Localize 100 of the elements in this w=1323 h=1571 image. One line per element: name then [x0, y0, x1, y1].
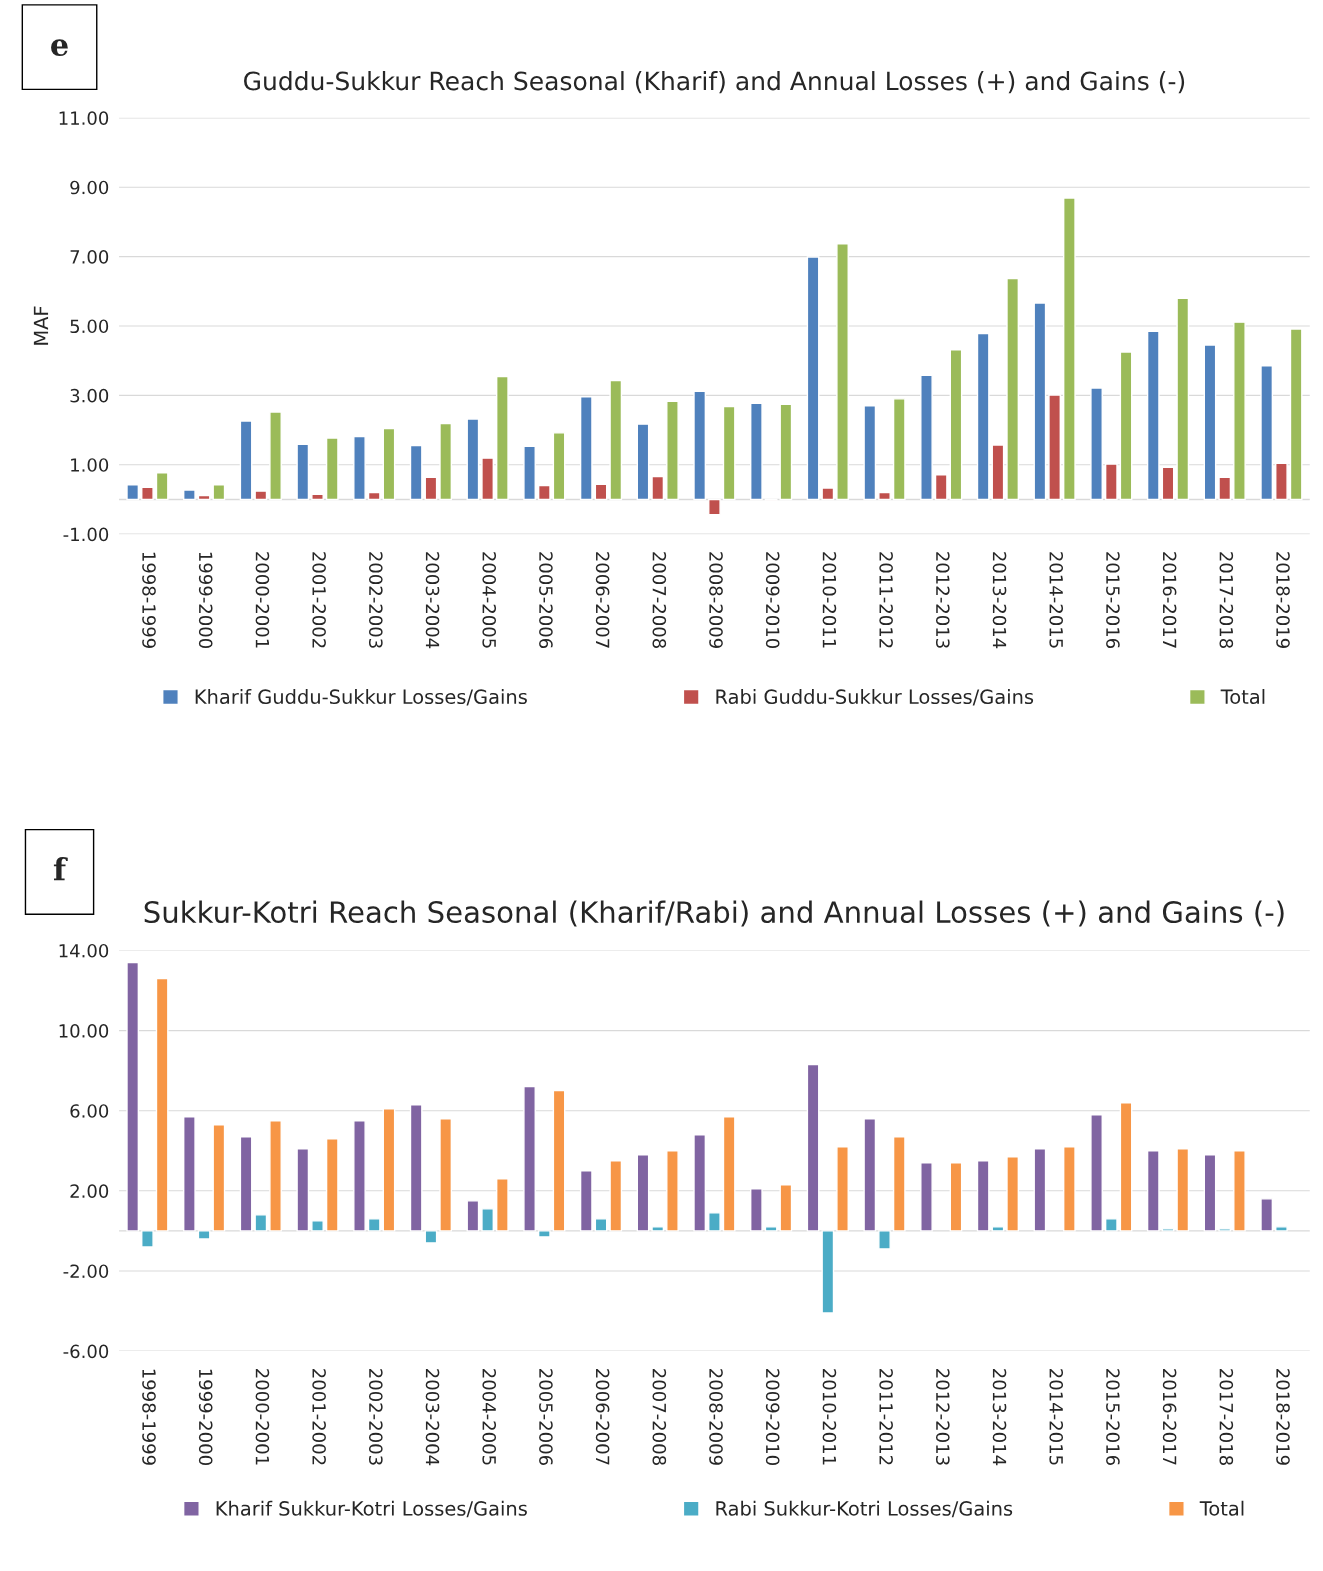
legend-label: Kharif Sukkur-Kotri Losses/Gains [216, 1500, 527, 1518]
bar [1218, 1228, 1232, 1232]
x-tick-label: 2003-2004 [425, 552, 440, 649]
bar [311, 1220, 324, 1232]
bar [1119, 1101, 1133, 1232]
y-tick-label: -2.00 [63, 1264, 109, 1279]
bar [552, 432, 566, 501]
bar [212, 1124, 226, 1232]
bar [693, 1134, 707, 1232]
bar [141, 486, 154, 501]
x-tick-label: 2001-2002 [312, 552, 326, 648]
x-tick-label: 2009-2010 [765, 552, 780, 649]
text: e [51, 39, 68, 56]
bar [1260, 365, 1274, 501]
x-tick-label: 2017-2018 [1219, 1369, 1234, 1465]
bar [1033, 302, 1047, 501]
x-tick-label: 2015-2016 [1106, 1369, 1120, 1466]
bar [325, 437, 339, 501]
bar [708, 498, 721, 516]
bar [1146, 1150, 1160, 1232]
x-tick-label: 2006-2007 [595, 1369, 610, 1465]
x-tick-label: 1999-2000 [198, 552, 213, 649]
bar [367, 491, 381, 501]
x-tick-label: 2004-2005 [482, 1369, 497, 1465]
bar [594, 1218, 608, 1232]
y-tick-label: 3.00 [70, 388, 109, 403]
bar [537, 1230, 551, 1238]
bar [1062, 1146, 1076, 1232]
x-tick-label: 2008-2009 [709, 552, 723, 648]
bar [991, 444, 1005, 501]
bar [239, 1136, 253, 1232]
bar [806, 1063, 820, 1232]
bar [991, 1226, 1005, 1232]
x-tick-label: 2001-2002 [312, 1369, 326, 1465]
bar [863, 1118, 877, 1232]
bar [1104, 1218, 1118, 1232]
x-tick-label: 2012-2013 [935, 552, 950, 648]
bar [523, 445, 536, 501]
bar [579, 1170, 593, 1232]
bar [382, 1107, 396, 1232]
y-tick-label: 14.00 [59, 943, 109, 958]
bar [126, 484, 140, 501]
bar [269, 1120, 282, 1232]
bar [836, 243, 849, 501]
bar [1233, 321, 1246, 501]
x-tick-label: 1998-1999 [142, 552, 156, 648]
bar [1146, 330, 1160, 501]
x-tick-label: 2013-2014 [992, 552, 1007, 649]
bar [594, 483, 608, 501]
bar [1006, 277, 1020, 501]
bar [212, 484, 226, 501]
x-tick-label: 2002-2003 [368, 1369, 383, 1465]
bar [806, 256, 820, 501]
x-tick-label: 2008-2009 [709, 1369, 723, 1465]
x-tick-label: 2018-2019 [1276, 1369, 1290, 1465]
bar [863, 405, 877, 501]
x-tick-label: 2004-2005 [482, 552, 497, 648]
bar [495, 375, 509, 501]
bar [481, 457, 494, 501]
x-tick-label: 2017-2018 [1219, 552, 1234, 648]
bar [353, 1120, 366, 1232]
text: f [53, 857, 68, 881]
bar [1090, 387, 1103, 501]
x-tick-label: 2007-2008 [652, 552, 667, 648]
x-tick-label: 2014-2015 [1049, 552, 1064, 648]
x-tick-label: 1999-2000 [198, 1369, 213, 1465]
bar [1119, 351, 1133, 501]
bar [836, 1146, 849, 1232]
x-tick-label: 2018-2019 [1276, 552, 1290, 648]
bar [155, 977, 169, 1232]
bar [949, 1162, 963, 1232]
bar [920, 374, 933, 501]
bar [495, 1178, 509, 1232]
bar [1006, 1156, 1020, 1232]
bar [523, 1085, 536, 1232]
bar [1218, 476, 1232, 501]
x-tick-label: 2011-2012 [879, 552, 893, 648]
y-axis-title: MAF [33, 306, 49, 345]
bar [892, 398, 906, 501]
x-tick-label: 2000-2001 [255, 552, 270, 648]
bar [821, 1230, 835, 1314]
x-tick-label: 1998-1999 [142, 1369, 156, 1465]
x-tick-label: 2006-2007 [595, 552, 610, 648]
bar [976, 1160, 990, 1232]
bar [424, 476, 438, 501]
legend-label: Kharif Guddu-Sukkur Losses/Gains [195, 689, 527, 706]
bar [750, 402, 763, 501]
y-tick-label: 2.00 [70, 1184, 109, 1198]
bar [325, 1138, 339, 1232]
y-tick-label: 1.00 [71, 458, 109, 472]
legend-label: Rabi Sukkur-Kotri Losses/Gains [716, 1500, 1013, 1518]
x-tick-label: 2003-2004 [425, 1369, 440, 1466]
chart-title: Sukkur-Kotri Reach Seasonal (Kharif/Rabi) and Annual Losses (+) and Gains (-) [144, 900, 1284, 927]
bar [693, 390, 707, 501]
bar [155, 472, 169, 501]
bar [892, 1136, 906, 1232]
bar [1260, 1198, 1274, 1232]
bar [409, 444, 423, 501]
bar [1233, 1150, 1246, 1232]
bar [1275, 462, 1288, 501]
